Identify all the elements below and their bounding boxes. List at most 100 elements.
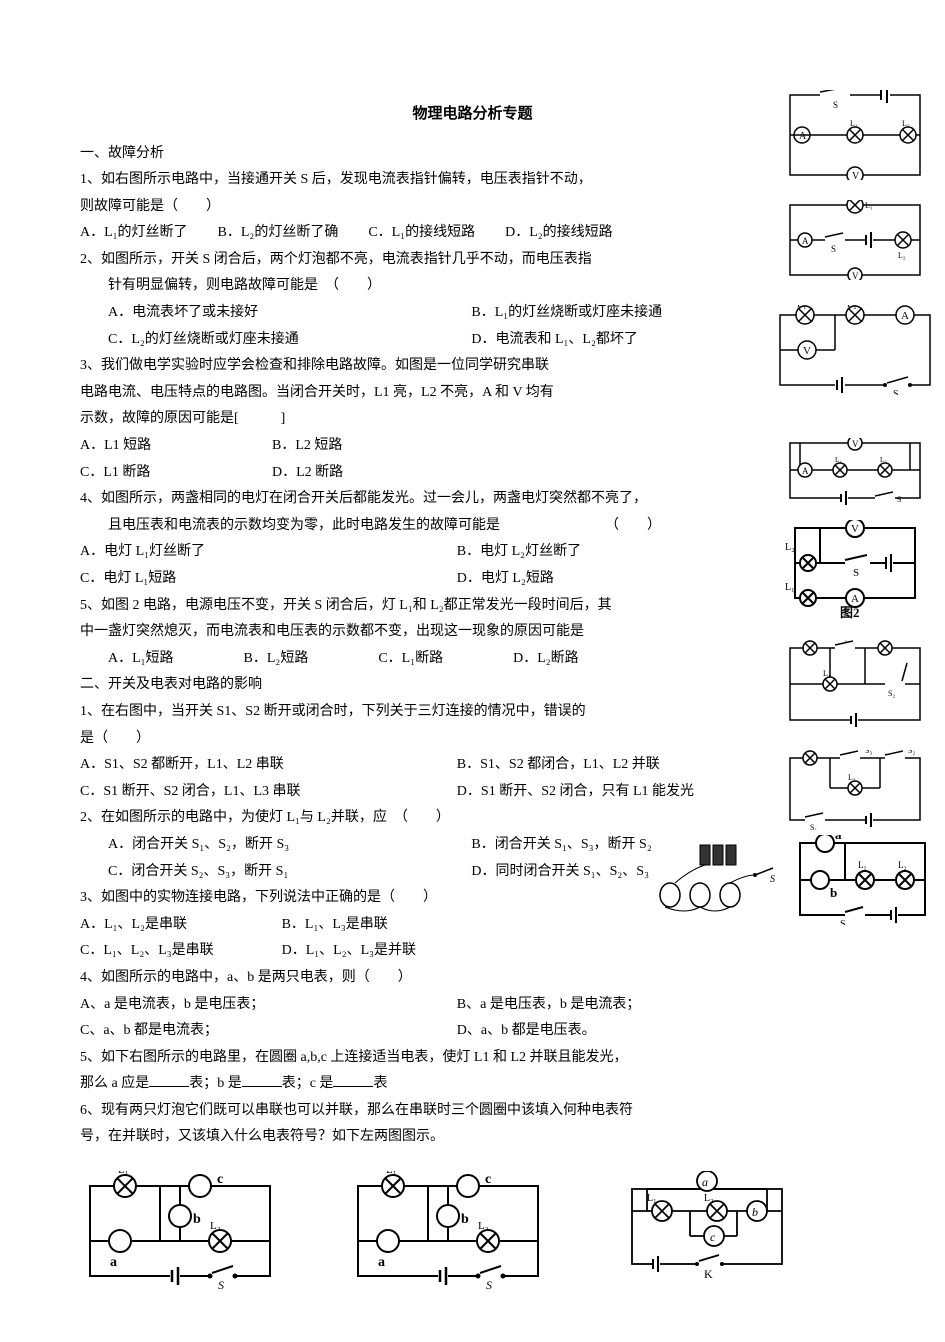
q1-option-a: A．L₁的灯丝断了	[80, 220, 188, 247]
s2q4-option-c: C、a、b 都是电流表；	[80, 1018, 457, 1045]
svg-text:L₃: L₃	[878, 640, 886, 642]
q4-circuit-diagram: V A L₁ L₂ S	[785, 438, 925, 519]
svg-text:L₂: L₂	[898, 860, 907, 870]
q2-option-a: A．电流表坏了或未接好	[108, 300, 471, 327]
svg-text:b: b	[830, 885, 837, 900]
s2q1-option-d: D．S1 断开、S2 闭合，只有 L1 能发光	[457, 779, 834, 806]
svg-text:a: a	[110, 1255, 117, 1270]
q2-option-c: C．L₂的灯丝烧断或灯座未接通	[108, 327, 471, 354]
q3-stem-line2: 电路电流、电压特点的电路图。当闭合开关时，L1 亮，L2 不亮，A 和 V 均有	[80, 380, 865, 407]
q5-option-b: B．L₂短路	[244, 646, 309, 673]
svg-text:L₁: L₁	[865, 201, 873, 210]
q5-stem-line1: 5、如图 2 电路，电源电压不变，开关 S 闭合后，灯 L₁和 L₂都正常发光一…	[80, 593, 865, 620]
bottom-diagram-right: a L₁ L₂ b c	[617, 1171, 865, 1302]
svg-text:S: S	[831, 244, 836, 254]
svg-text:b: b	[461, 1212, 469, 1227]
svg-text:S₁: S₁	[810, 823, 817, 830]
svg-text:A: A	[901, 310, 909, 322]
section2-heading: 二、开关及电表对电路的影响	[80, 672, 865, 699]
q5-stem-line2: 中一盏灯突然熄灭，而电流表和电压表的示数都不变，出现这一现象的原因可能是	[80, 619, 865, 646]
q5-option-c: C．L₁断路	[378, 646, 443, 673]
svg-text:V: V	[852, 439, 859, 449]
q4-stem-line1: 4、如图所示，两盏相同的电灯在闭合开关后都能发光。过一会儿，两盏电灯突然都不亮了…	[80, 486, 865, 513]
svg-text:V: V	[851, 523, 859, 535]
q5-circuit-diagram: V L₂ S L₁ A 图2	[785, 520, 925, 631]
svg-text:L₂: L₂	[704, 1193, 714, 1204]
s2q2-option-a: A．闭合开关 S₁、S₂，断开 S₃	[108, 832, 471, 859]
q2-stem-line1: 2、如图所示，开关 S 闭合后，两个灯泡都不亮，电流表指针几乎不动，而电压表指	[80, 247, 865, 274]
q1-option-d: D．L₂的接线短路	[505, 220, 613, 247]
q4-option-d: D．电灯 L₂短路	[457, 566, 834, 593]
svg-text:S: S	[840, 919, 846, 925]
svg-text:b: b	[752, 1205, 758, 1219]
svg-text:S: S	[853, 567, 859, 579]
svg-text:S: S	[770, 874, 775, 885]
s2q2-circuit-diagram: L₁ S₃ S₂ L₂ S₁	[785, 750, 925, 841]
svg-text:S₃: S₃	[865, 750, 872, 755]
q3-stem-line1: 3、我们做电学实验时应学会检查和排除电路故障。如图是一位同学研究串联	[80, 353, 865, 380]
s2q3-option-d: D．L₁、L₂、L₃是并联	[282, 938, 484, 965]
s2q4-option-b: B、a 是电压表，b 是电流表；	[457, 992, 834, 1019]
q4-option-a: A．电灯 L₁灯丝断了	[80, 539, 457, 566]
fill-blank-c	[333, 1073, 373, 1087]
s2q5-suffix: 表	[373, 1076, 387, 1091]
q4-option-c: C．电灯 L₁短路	[80, 566, 457, 593]
svg-text:V: V	[852, 271, 859, 280]
svg-text:c: c	[485, 1172, 491, 1187]
svg-text:L₁: L₁	[850, 119, 858, 128]
svg-text:A: A	[851, 593, 859, 605]
s2q2-stem: 2、在如图所示的电路中，为使灯 L₁与 L₂并联，应 （ ）	[80, 805, 865, 832]
s2q5-mid1: 表；b 是	[189, 1076, 242, 1091]
fill-blank-a	[149, 1073, 189, 1087]
svg-text:L₁: L₁	[118, 1171, 129, 1176]
q4-option-b: B．电灯 L₂灯丝断了	[457, 539, 834, 566]
q1-circuit-diagram: S A L₁ L₂ V	[785, 90, 925, 191]
s2q5-stem-line1: 5、如下右图所示的电路里，在圆圈 a,b,c 上连接适当电表，使灯 L1 和 L…	[80, 1045, 865, 1072]
bottom-diagram-left: L₁ c b L₂ a	[80, 1171, 328, 1302]
s2q2-option-c: C．闭合开关 S₂、S₃，断开 S₁	[108, 859, 471, 886]
svg-text:L₁: L₁	[647, 1193, 657, 1204]
svg-text:S₁: S₁	[840, 640, 847, 642]
s2q3-option-b: B．L₁、L₃是串联	[282, 912, 484, 939]
s2q4-option-a: A、a 是电流表，b 是电压表；	[80, 992, 457, 1019]
svg-text:a: a	[378, 1255, 385, 1270]
svg-text:S: S	[833, 100, 838, 110]
s2q6-stem-line2: 号，在并联时，又该填入什么电表符号？如下左两图图示。	[80, 1124, 865, 1151]
s2q5-mid2: 表；c 是	[282, 1076, 334, 1091]
svg-text:L₂: L₂	[478, 1220, 489, 1232]
svg-text:A: A	[799, 131, 807, 142]
s2q1-stem-line2: 是（ ）	[80, 726, 865, 753]
svg-text:S₂: S₂	[908, 750, 915, 755]
s2q3-physical-diagram: S	[645, 840, 785, 931]
document-title: 物理电路分析专题	[80, 100, 865, 129]
svg-text:A: A	[802, 466, 809, 476]
q3-stem-line3: 示数，故障的原因可能是[ ]	[80, 406, 865, 433]
s2q5-prefix: 那么 a 应是	[80, 1076, 149, 1091]
q2-stem-line2: 针有明显偏转，则电路故障可能是 （ ）	[80, 273, 865, 300]
svg-text:L₁: L₁	[835, 456, 842, 464]
svg-text:L₂: L₂	[847, 305, 857, 310]
q1-option-b: B．L₂的灯丝断了确	[218, 220, 339, 247]
section1-heading: 一、故障分析	[80, 141, 865, 168]
svg-text:L₂: L₂	[785, 542, 795, 553]
svg-text:A: A	[802, 236, 809, 246]
svg-text:L₂: L₂	[902, 119, 910, 128]
fill-blank-b	[242, 1073, 282, 1087]
s2q6-stem-line1: 6、现有两只灯泡它们既可以串联也可以并联，那么在串联时三个圆圈中该填入何种电表符	[80, 1098, 865, 1125]
svg-text:K: K	[704, 1267, 713, 1281]
svg-text:L₂: L₂	[880, 456, 887, 464]
svg-text:S: S	[897, 495, 901, 504]
q4-stem-line2: 且电压表和电流表的示数均变为零，此时电路发生的故障可能是 （ ）	[80, 513, 865, 540]
s2q5-stem-line2: 那么 a 应是 表；b 是 表；c 是 表	[80, 1071, 865, 1098]
svg-text:S: S	[893, 389, 899, 395]
s2q1-circuit-diagram: L₂ S₁ L₃ L₁ S₂	[785, 640, 925, 741]
q3-option-d: D．L2 断路	[272, 460, 464, 487]
svg-text:L₂: L₂	[803, 640, 811, 642]
q3-option-c: C．L1 断路	[80, 460, 272, 487]
s2q3-option-a: A．L₁、L₂是串联	[80, 912, 282, 939]
bottom-diagram-middle: L₁ c b L₂ a	[348, 1171, 596, 1302]
svg-text:a: a	[835, 835, 842, 842]
svg-text:V: V	[803, 345, 811, 357]
s2q1-option-a: A．S1、S2 都断开，L1、L2 串联	[80, 752, 457, 779]
svg-text:S₂: S₂	[888, 689, 895, 698]
